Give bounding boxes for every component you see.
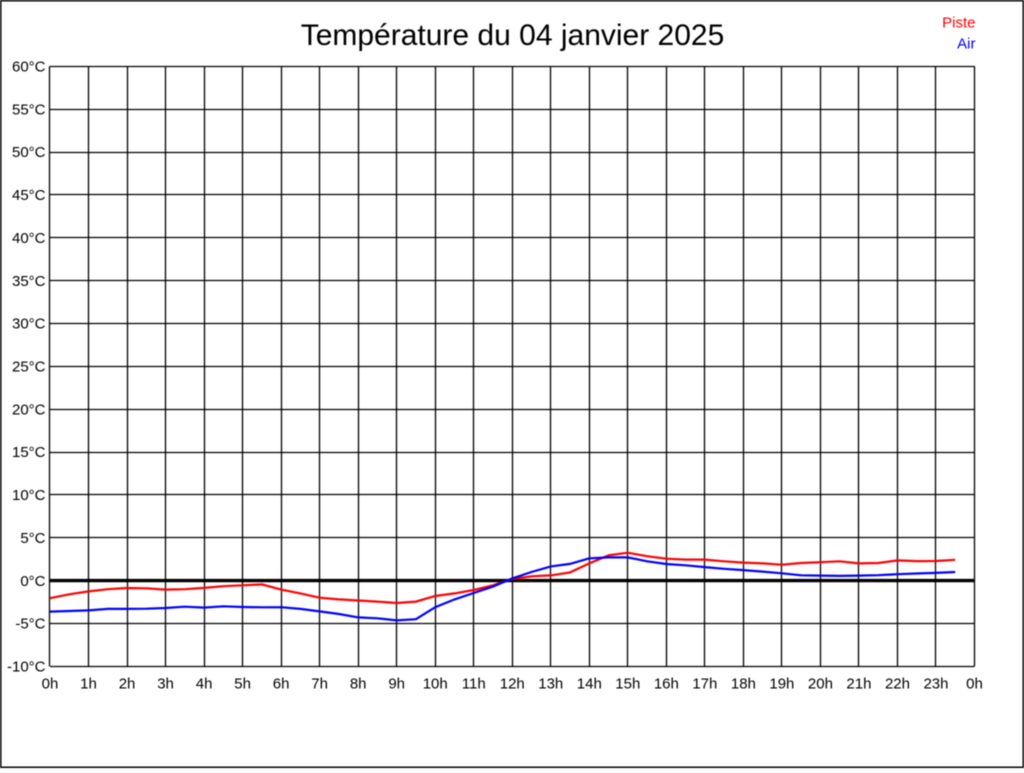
svg-text:35°C: 35°C [12,273,46,290]
svg-text:40°C: 40°C [12,230,46,247]
svg-text:4h: 4h [196,676,213,693]
svg-text:14h: 14h [577,676,602,693]
svg-text:20h: 20h [808,676,833,693]
svg-text:30°C: 30°C [12,316,46,333]
svg-text:10°C: 10°C [12,487,46,504]
svg-text:60°C: 60°C [12,59,46,76]
svg-text:18h: 18h [731,676,756,693]
svg-text:15h: 15h [615,676,640,693]
svg-text:8h: 8h [350,676,367,693]
svg-text:0h: 0h [966,676,983,693]
svg-text:-10°C: -10°C [7,659,46,676]
svg-text:Température du 04 janvier 2025: Température du 04 janvier 2025 [301,19,725,52]
svg-text:50°C: 50°C [12,144,46,161]
svg-text:45°C: 45°C [12,187,46,204]
svg-text:0°C: 0°C [20,573,45,590]
svg-text:9h: 9h [388,676,405,693]
svg-text:16h: 16h [654,676,679,693]
svg-text:Air: Air [957,36,975,53]
svg-text:20°C: 20°C [12,401,46,418]
svg-text:12h: 12h [500,676,525,693]
svg-text:3h: 3h [157,676,174,693]
svg-text:21h: 21h [846,676,871,693]
svg-text:7h: 7h [311,676,328,693]
svg-text:Piste: Piste [942,14,975,31]
svg-text:19h: 19h [769,676,794,693]
svg-text:1h: 1h [80,676,97,693]
svg-text:2h: 2h [119,676,136,693]
svg-text:23h: 23h [923,676,948,693]
svg-text:13h: 13h [538,676,563,693]
svg-text:22h: 22h [885,676,910,693]
svg-text:11h: 11h [462,676,486,693]
svg-text:6h: 6h [273,676,290,693]
svg-text:5°C: 5°C [20,530,45,547]
svg-text:17h: 17h [692,676,717,693]
svg-text:15°C: 15°C [12,444,46,461]
svg-text:10h: 10h [423,676,448,693]
svg-text:55°C: 55°C [12,101,46,118]
svg-text:5h: 5h [234,676,251,693]
svg-text:0h: 0h [42,676,59,693]
svg-text:-5°C: -5°C [15,616,45,633]
svg-text:25°C: 25°C [12,359,46,376]
